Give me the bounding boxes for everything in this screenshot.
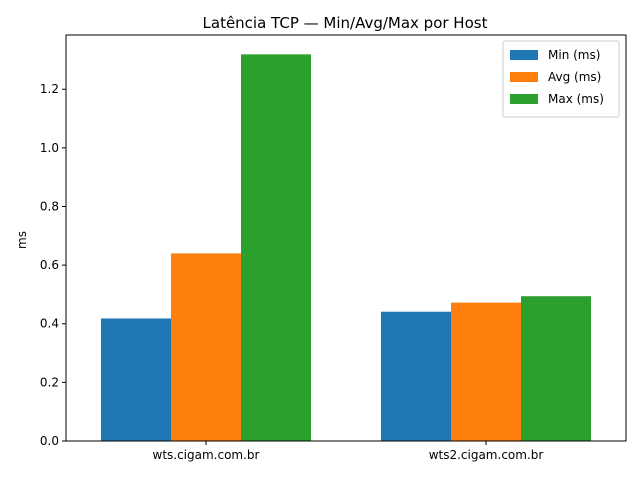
y-axis-label: ms [15,231,29,249]
legend-entry: Min (ms) [548,48,600,62]
y-tick-label: 1.0 [40,141,59,155]
y-tick-label: 0.2 [40,375,59,389]
bars-group [101,54,591,441]
y-tick-label: 0.4 [40,317,59,331]
bar-max-0 [241,54,311,441]
x-tick-label: wts2.cigam.com.br [429,448,544,462]
axes-group: 0.0 0.2 0.4 0.6 0.8 1.0 1.2 wts.cigam.com.br wts… [40,34,627,462]
legend-entry: Max (ms) [548,92,604,106]
bar-max-1 [521,296,591,441]
plot-frame [65,34,627,442]
bar-min-0 [101,318,171,441]
y-tick-label: 0.8 [40,199,59,213]
legend: Min (ms) Avg (ms) Max (ms) [502,40,620,118]
y-tick-label: 0.6 [40,258,59,272]
chart-title: Latência TCP — Min/Avg/Max por Host [203,14,488,32]
bar-min-1 [381,311,451,441]
bar-avg-0 [171,253,241,441]
bar-avg-1 [451,302,521,441]
legend-swatch [510,72,538,82]
legend-entry: Avg (ms) [548,70,601,84]
x-tick-label: wts.cigam.com.br [153,448,260,462]
legend-swatch [510,50,538,60]
legend-swatch [510,94,538,104]
y-tick-label: 1.2 [40,82,59,96]
y-tick-label: 0.0 [40,434,59,448]
